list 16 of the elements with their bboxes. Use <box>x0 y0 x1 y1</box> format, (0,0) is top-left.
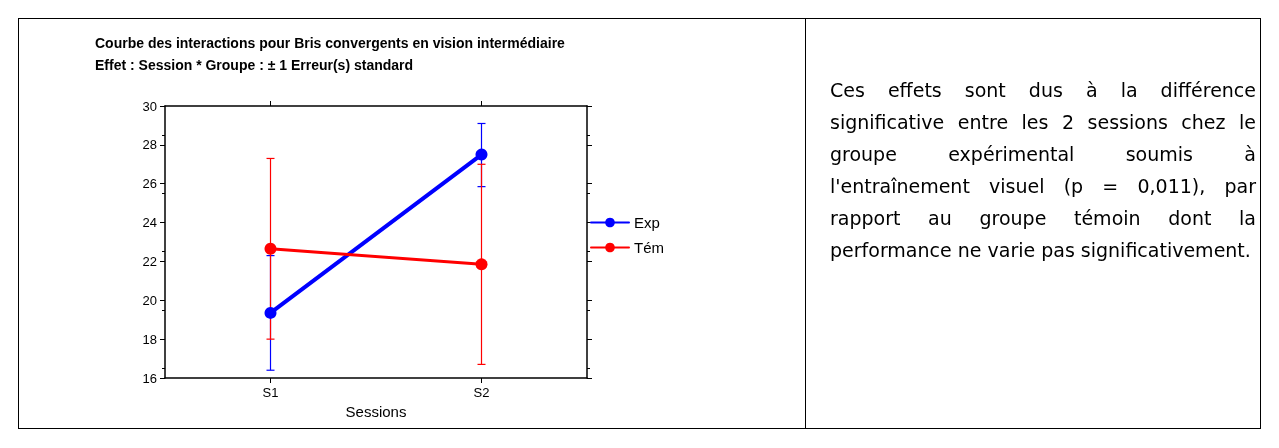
legend-label: Exp <box>634 214 660 231</box>
legend-label: Tém <box>634 239 664 256</box>
y-tick-label: 22 <box>142 253 157 269</box>
y-tick-label: 26 <box>142 176 157 192</box>
y-tick-label: 16 <box>142 370 157 386</box>
x-tick-label: S2 <box>473 385 490 400</box>
y-tick-label: 24 <box>142 215 157 231</box>
x-tick-label: S1 <box>262 385 279 400</box>
y-tick-label: 20 <box>142 292 157 308</box>
chart-title: Courbe des interactions pour Bris convergents en vision intermédiaire <box>95 35 566 51</box>
x-axis-title: Sessions <box>345 403 407 420</box>
y-tick-label: 28 <box>142 137 157 153</box>
y-tick-label: 30 <box>142 98 157 114</box>
chart-subtitle: Effet : Session * Groupe : ± 1 Erreur(s) standard <box>95 57 414 73</box>
y-tick-label: 18 <box>142 331 157 347</box>
text: Ces effets sont dus à la différence significative entre les 2 sessions chez le groupe expérimental soumis à l'entraînement visuel (p = 0,011), par rapport au groupe témoin dont la performance ne varie pas significativement. <box>830 78 1256 263</box>
